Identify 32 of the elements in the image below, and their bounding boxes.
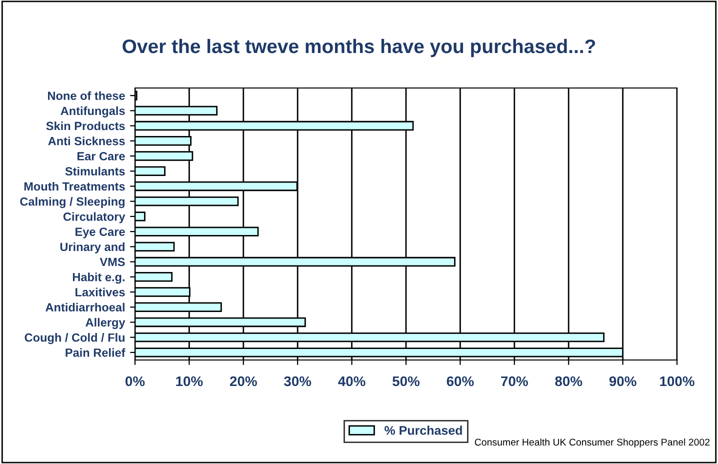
- x-tick-label: 10%: [176, 376, 203, 386]
- y-tick-label: Calming / Sleeping: [20, 197, 124, 208]
- y-tick-label: Skin Products: [46, 122, 125, 130]
- y-tick-label: Antifungals: [60, 106, 125, 118]
- y-tick-label: Eye Care: [76, 228, 125, 238]
- y-tick-label: Allergy: [86, 318, 126, 329]
- y-tick-label: Circulatory: [63, 212, 126, 224]
- x-tick-label: 30%: [284, 376, 312, 386]
- x-tick-label: 0%: [126, 376, 145, 386]
- y-tick-label: Pain Relief: [66, 348, 126, 357]
- legend-label: % Purchased: [384, 426, 462, 435]
- y-tick-label: Stimulants: [65, 166, 125, 176]
- y-tick-label: Ear Care: [78, 152, 125, 160]
- x-tick-label: 50%: [392, 376, 420, 386]
- chart-title: Over the last tweve months have you purchased...?: [122, 38, 596, 58]
- y-tick-label: Cough / Cold / Flu: [24, 333, 125, 344]
- y-tick-label: Laxitives: [76, 288, 125, 296]
- text: Consumer Health UK Consumer Shoppers Panel 2002: [474, 438, 710, 448]
- x-tick-label: 100%: [660, 376, 694, 386]
- y-tick-label: None of these: [48, 91, 125, 100]
- y-tick-label: Habit e.g.: [72, 272, 124, 284]
- y-tick-label: Urinary and: [60, 242, 125, 254]
- x-tick-label: 20%: [230, 376, 257, 386]
- y-tick-label: Mouth Treatments: [24, 182, 125, 191]
- x-tick-label: 90%: [609, 376, 636, 386]
- y-tick-label: Antidiarrhoeal: [46, 302, 124, 312]
- y-tick-label: Anti Sickness: [48, 136, 125, 146]
- x-tick-label: 70%: [501, 376, 528, 386]
- x-tick-label: 60%: [446, 376, 474, 386]
- x-tick-label: 80%: [555, 376, 582, 386]
- y-tick-label: VMS: [100, 258, 125, 266]
- x-tick-label: 40%: [338, 376, 366, 386]
